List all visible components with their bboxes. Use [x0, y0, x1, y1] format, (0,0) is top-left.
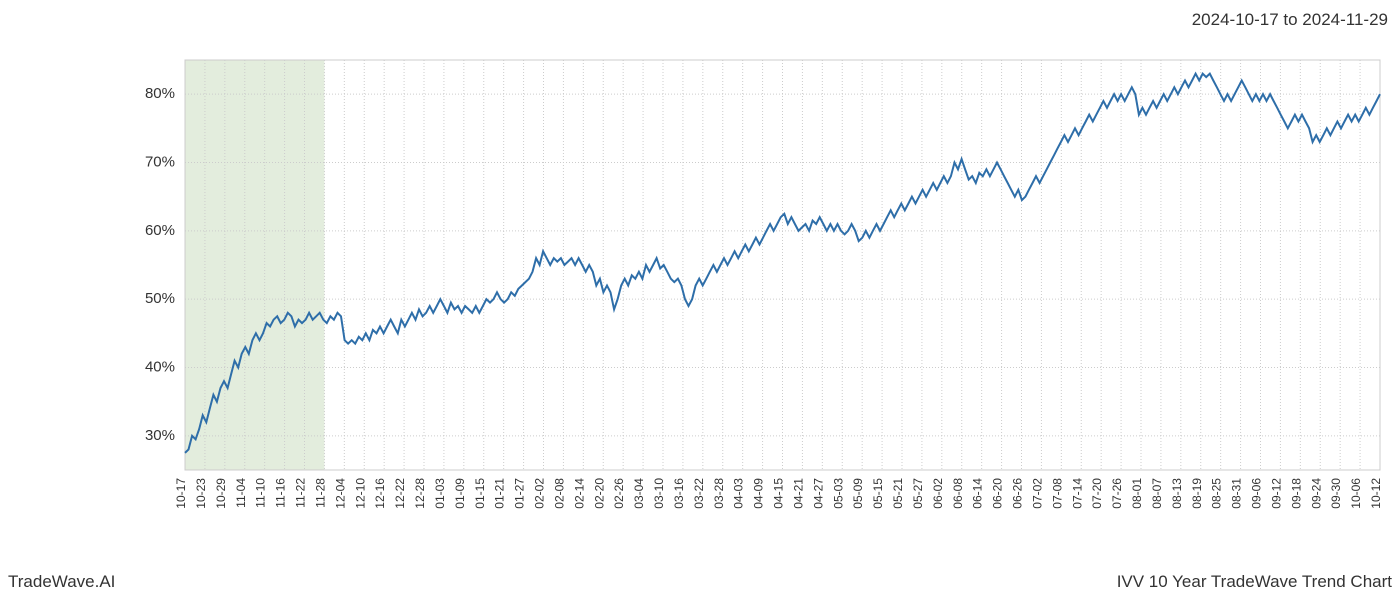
x-tick-label: 08-01	[1130, 478, 1144, 509]
x-tick-label: 01-09	[453, 478, 467, 509]
x-tick-label: 03-16	[672, 478, 686, 509]
x-tick-label: 06-14	[971, 478, 985, 509]
y-tick-label: 60%	[145, 222, 175, 239]
x-tick-label: 05-21	[891, 478, 905, 509]
highlight-band	[185, 60, 324, 470]
date-range-label: 2024-10-17 to 2024-11-29	[1192, 10, 1388, 30]
x-tick-label: 07-02	[1030, 478, 1044, 509]
y-tick-label: 80%	[145, 85, 175, 102]
x-tick-label: 04-09	[752, 478, 766, 509]
x-tick-label: 09-24	[1309, 478, 1323, 509]
x-tick-label: 08-19	[1190, 478, 1204, 509]
x-tick-label: 02-08	[552, 478, 566, 509]
x-tick-label: 06-08	[951, 478, 965, 509]
x-tick-label: 10-29	[214, 478, 228, 509]
footer-brand: TradeWave.AI	[8, 572, 115, 592]
x-tick-label: 11-22	[294, 478, 308, 508]
x-tick-label: 02-02	[533, 478, 547, 509]
x-tick-label: 02-20	[592, 478, 606, 509]
x-tick-label: 12-28	[413, 478, 427, 509]
x-tick-label: 09-30	[1329, 478, 1343, 509]
x-tick-label: 11-10	[254, 478, 268, 508]
x-tick-label: 01-03	[433, 478, 447, 509]
x-tick-label: 03-28	[712, 478, 726, 509]
x-tick-label: 09-12	[1269, 478, 1283, 509]
x-tick-label: 08-13	[1170, 478, 1184, 509]
x-tick-label: 01-15	[473, 478, 487, 509]
x-tick-label: 12-10	[353, 478, 367, 509]
x-tick-label: 12-04	[333, 478, 347, 509]
x-tick-label: 02-26	[612, 478, 626, 509]
x-tick-label: 02-14	[572, 478, 586, 509]
x-tick-label: 11-04	[234, 478, 248, 508]
y-tick-label: 70%	[145, 153, 175, 170]
x-tick-label: 05-09	[851, 478, 865, 509]
x-tick-label: 06-26	[1011, 478, 1025, 509]
x-tick-label: 12-16	[373, 478, 387, 509]
x-tick-label: 08-31	[1230, 478, 1244, 509]
x-tick-label: 12-22	[393, 478, 407, 509]
x-tick-label: 08-07	[1150, 478, 1164, 509]
x-tick-label: 09-06	[1250, 478, 1264, 509]
x-tick-label: 09-18	[1289, 478, 1303, 509]
x-tick-label: 04-27	[811, 478, 825, 509]
x-tick-label: 07-14	[1070, 478, 1084, 509]
footer-title: IVV 10 Year TradeWave Trend Chart	[1117, 572, 1392, 592]
x-tick-label: 01-21	[493, 478, 507, 509]
x-tick-label: 04-03	[732, 478, 746, 509]
x-tick-label: 08-25	[1210, 478, 1224, 509]
x-tick-label: 03-04	[632, 478, 646, 509]
x-tick-label: 05-27	[911, 478, 925, 509]
chart-container: 2024-10-17 to 2024-11-29 30% 40% 50% 60% 70%…	[0, 0, 1400, 600]
x-tick-label: 10-06	[1349, 478, 1363, 509]
y-tick-label: 50%	[145, 290, 175, 307]
y-tick-label: 30%	[145, 427, 175, 444]
x-tick-label: 05-15	[871, 478, 885, 509]
x-tick-label: 05-03	[831, 478, 845, 509]
x-tick-label: 04-15	[772, 478, 786, 509]
x-tick-label: 07-08	[1050, 478, 1064, 509]
x-tick-label: 10-12	[1369, 478, 1383, 509]
x-tick-label: 03-10	[652, 478, 666, 509]
x-tick-label: 06-20	[991, 478, 1005, 509]
x-tick-label: 11-16	[274, 478, 288, 508]
x-tick-label: 01-27	[513, 478, 527, 509]
y-tick-label: 40%	[145, 358, 175, 375]
x-tick-label: 04-21	[791, 478, 805, 509]
trend-chart: 30% 40% 50% 60% 70% 80% 10-17 10-23 10-29 11-04 11…	[0, 0, 1400, 600]
x-tick-label: 10-17	[174, 478, 188, 509]
x-tick-label: 10-23	[194, 478, 208, 509]
x-tick-label: 03-22	[692, 478, 706, 509]
x-tick-label: 11-28	[313, 478, 327, 508]
x-tick-label: 06-02	[931, 478, 945, 509]
x-tick-label: 07-20	[1090, 478, 1104, 509]
x-tick-label: 07-26	[1110, 478, 1124, 509]
